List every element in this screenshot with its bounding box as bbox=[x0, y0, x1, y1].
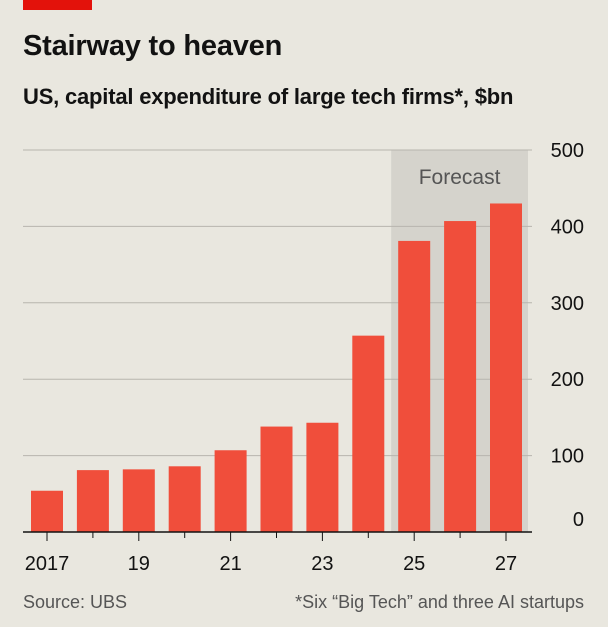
bar-2021 bbox=[214, 450, 247, 532]
x-tick-label: 23 bbox=[311, 553, 333, 575]
bar-2024 bbox=[352, 335, 385, 532]
x-tick-label: 2017 bbox=[25, 553, 70, 575]
y-tick-label: 200 bbox=[551, 369, 584, 391]
y-tick-label: 300 bbox=[551, 293, 584, 315]
x-tick-label: 27 bbox=[495, 553, 517, 575]
forecast-label: Forecast bbox=[419, 166, 501, 189]
y-tick-label: 100 bbox=[551, 446, 584, 468]
y-tick-label: 0 bbox=[573, 509, 584, 531]
bar-2022 bbox=[260, 426, 293, 532]
bar-2019 bbox=[122, 469, 155, 532]
chart-title: Stairway to heaven bbox=[23, 30, 283, 62]
bar-2017 bbox=[31, 490, 63, 532]
y-tick-label: 400 bbox=[551, 216, 584, 238]
brand-accent-bar bbox=[23, 0, 92, 10]
bar-2020 bbox=[168, 466, 201, 532]
footnote: *Six “Big Tech” and three AI startups bbox=[295, 592, 584, 612]
bar-2027 bbox=[490, 203, 522, 533]
bar-2026 bbox=[444, 221, 477, 532]
x-tick-label: 19 bbox=[128, 553, 150, 575]
y-tick-label: 500 bbox=[551, 140, 584, 162]
source-note: Source: UBS bbox=[23, 592, 128, 612]
x-tick-label: 21 bbox=[219, 553, 241, 575]
x-tick-label: 25 bbox=[403, 553, 425, 575]
bar-2018 bbox=[76, 470, 109, 532]
chart-subtitle: US, capital expenditure of large tech fi… bbox=[23, 84, 514, 109]
bar-2023 bbox=[306, 422, 339, 532]
bar-2025 bbox=[398, 240, 431, 532]
